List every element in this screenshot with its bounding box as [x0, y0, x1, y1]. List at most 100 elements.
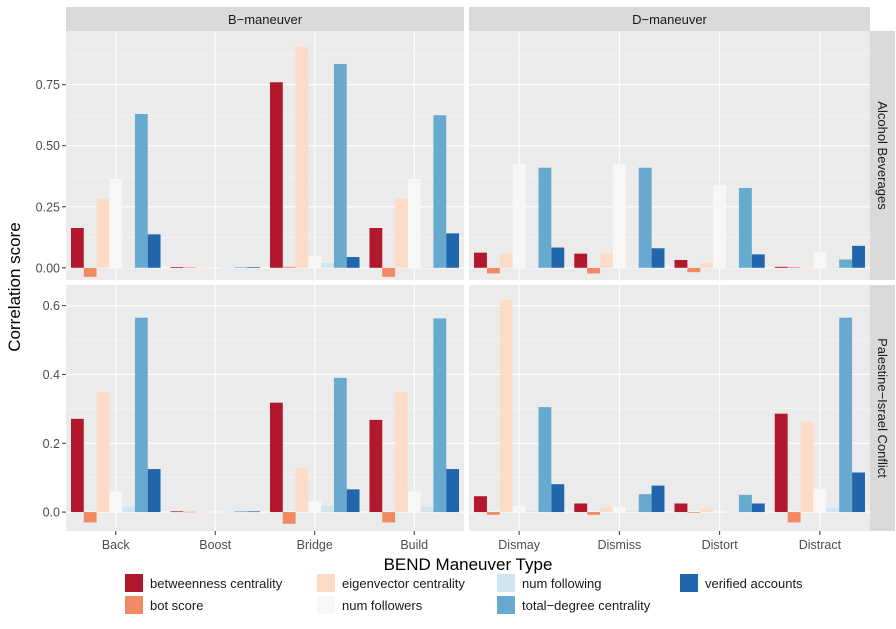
bar-num-following [122, 267, 135, 268]
bar-betweenness-centrality [474, 496, 487, 513]
row-strip-1 [870, 285, 895, 531]
y-tick-label: 0.50 [36, 139, 60, 153]
bar-total-degree-centrality [638, 167, 652, 268]
legend-label: bot score [150, 598, 203, 613]
legend-key [317, 574, 335, 592]
bar-eigenvector-centrality [700, 262, 714, 268]
bar-num-following [625, 267, 639, 268]
bar-total-degree-centrality [234, 511, 248, 513]
bar-num-followers [512, 164, 526, 268]
legend-label: total−degree centrality [522, 598, 651, 613]
bar-betweenness-centrality [170, 511, 184, 513]
bar-bot-score [183, 267, 197, 268]
facet-strip-0 [66, 7, 464, 31]
bar-verified-accounts [346, 489, 360, 513]
bar-num-followers [407, 178, 421, 268]
bar-verified-accounts [551, 247, 565, 268]
y-tick-label: 0.0 [43, 506, 60, 520]
bar-eigenvector-centrality [196, 267, 209, 269]
bar-bot-score [83, 267, 97, 277]
bar-eigenvector-centrality [395, 392, 408, 513]
bar-eigenvector-centrality [96, 392, 110, 513]
bar-num-following [726, 267, 739, 268]
x-tick-label: Distract [799, 538, 842, 552]
bar-num-followers [407, 491, 421, 513]
x-tick-label: Back [102, 538, 131, 552]
bar-betweenness-centrality [369, 228, 383, 268]
bar-total-degree-centrality [134, 114, 148, 268]
y-axis-title: Correlation score [5, 222, 24, 351]
bar-total-degree-centrality [538, 407, 552, 513]
bar-verified-accounts [147, 469, 161, 513]
y-tick-label: 0.75 [36, 78, 60, 92]
bar-verified-accounts [751, 503, 765, 513]
bar-num-following [826, 266, 840, 268]
bar-bot-score [587, 512, 601, 515]
bar-total-degree-centrality [738, 187, 752, 268]
bar-verified-accounts [651, 248, 665, 268]
bar-eigenvector-centrality [800, 421, 814, 513]
x-tick-label: Dismiss [598, 538, 642, 552]
bar-num-following [726, 511, 739, 513]
bar-total-degree-centrality [333, 63, 347, 268]
x-axis-title: BEND Maneuver Type [384, 555, 553, 574]
bar-verified-accounts [247, 267, 261, 268]
bar-total-degree-centrality [738, 494, 752, 513]
bar-betweenness-centrality [269, 82, 283, 268]
bar-num-following [122, 506, 135, 513]
bar-eigenvector-centrality [395, 198, 408, 268]
bar-num-followers [713, 511, 727, 513]
bar-num-followers [208, 512, 222, 513]
legend-label: verified accounts [705, 576, 803, 591]
bar-num-followers [109, 178, 123, 268]
y-tick-label: 0.4 [43, 368, 60, 382]
x-tick-label: Dismay [498, 538, 540, 552]
bar-bot-score [787, 267, 801, 268]
bar-total-degree-centrality [433, 115, 447, 268]
bar-eigenvector-centrality [600, 507, 613, 513]
bar-verified-accounts [446, 469, 460, 513]
bar-betweenness-centrality [674, 259, 688, 268]
legend-label: betweenness centrality [150, 576, 283, 591]
bar-verified-accounts [147, 234, 161, 268]
bar-total-degree-centrality [839, 317, 853, 513]
legend-key [317, 596, 335, 614]
bar-num-followers [308, 256, 322, 268]
bar-bot-score [587, 267, 601, 274]
bar-num-following [525, 511, 539, 513]
bar-eigenvector-centrality [96, 198, 110, 268]
bar-betweenness-centrality [170, 267, 184, 268]
facet-strip-label: D−maneuver [632, 12, 707, 27]
row-strip-label: Palestine−Israel Conflict [875, 338, 890, 478]
bar-bot-score [687, 512, 701, 513]
legend-label: eigenvector centrality [342, 576, 465, 591]
bar-bot-score [282, 266, 296, 268]
bar-eigenvector-centrality [600, 253, 613, 268]
bar-verified-accounts [852, 472, 865, 513]
bar-num-followers [109, 491, 123, 513]
bar-bot-score [486, 512, 500, 515]
bar-verified-accounts [751, 254, 765, 268]
bar-total-degree-centrality [839, 259, 853, 268]
bar-betweenness-centrality [369, 419, 383, 513]
bar-betweenness-centrality [269, 402, 283, 513]
x-tick-label: Distort [702, 538, 739, 552]
bar-num-following [826, 507, 840, 513]
bar-verified-accounts [551, 484, 565, 513]
bar-num-followers [612, 164, 626, 268]
x-tick-label: Build [400, 538, 428, 552]
bar-total-degree-centrality [538, 167, 552, 268]
bar-betweenness-centrality [574, 503, 588, 513]
bar-verified-accounts [346, 257, 360, 268]
legend-key [125, 596, 143, 614]
bar-eigenvector-centrality [800, 267, 814, 269]
legend-key [125, 574, 143, 592]
legend-label: num followers [342, 598, 423, 613]
bar-total-degree-centrality [234, 267, 248, 268]
bar-num-followers [813, 251, 827, 268]
panel-background [469, 31, 870, 280]
bar-num-followers [308, 501, 322, 513]
bar-total-degree-centrality [433, 318, 447, 513]
bar-betweenness-centrality [774, 266, 788, 268]
bar-num-following [525, 267, 539, 268]
